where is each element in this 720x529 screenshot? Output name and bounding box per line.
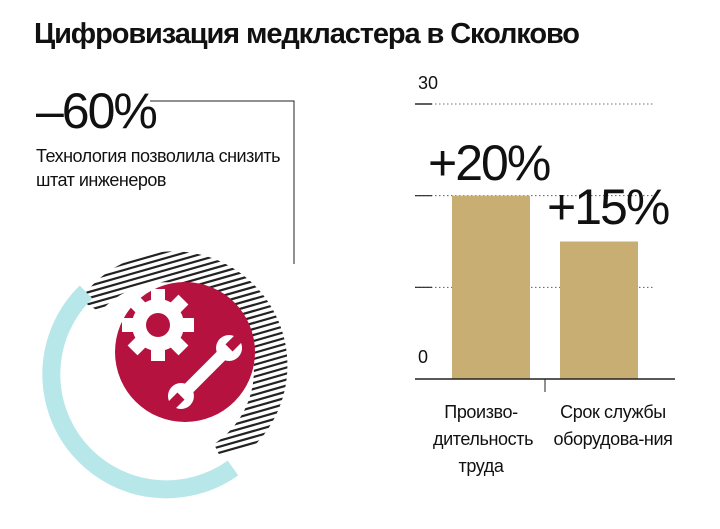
bars [452,195,638,379]
gear-hole [146,313,170,337]
y-tick-label-max: 30 [418,73,439,93]
bar-value-label-productivity: +20% [428,134,551,191]
y-tick-label-min: 0 [418,347,429,367]
connector-line [150,100,295,264]
category-label-productivity: Произво-дительность труда [433,402,534,476]
engineer-reduction-description: Технология позволила снизить штат инжене… [36,146,281,190]
engineer-reduction-value: –60% [36,83,158,139]
bar-value-label-equipment: +15% [547,178,670,235]
category-label-equipment: Срок службы оборудова-ния [553,402,673,449]
bar-productivity [452,195,530,379]
bar-equipment [560,241,638,379]
chart-title: Цифровизация медкластера в Сколково [34,18,580,50]
wrench-icon [166,333,244,411]
ring-arc [42,285,239,499]
